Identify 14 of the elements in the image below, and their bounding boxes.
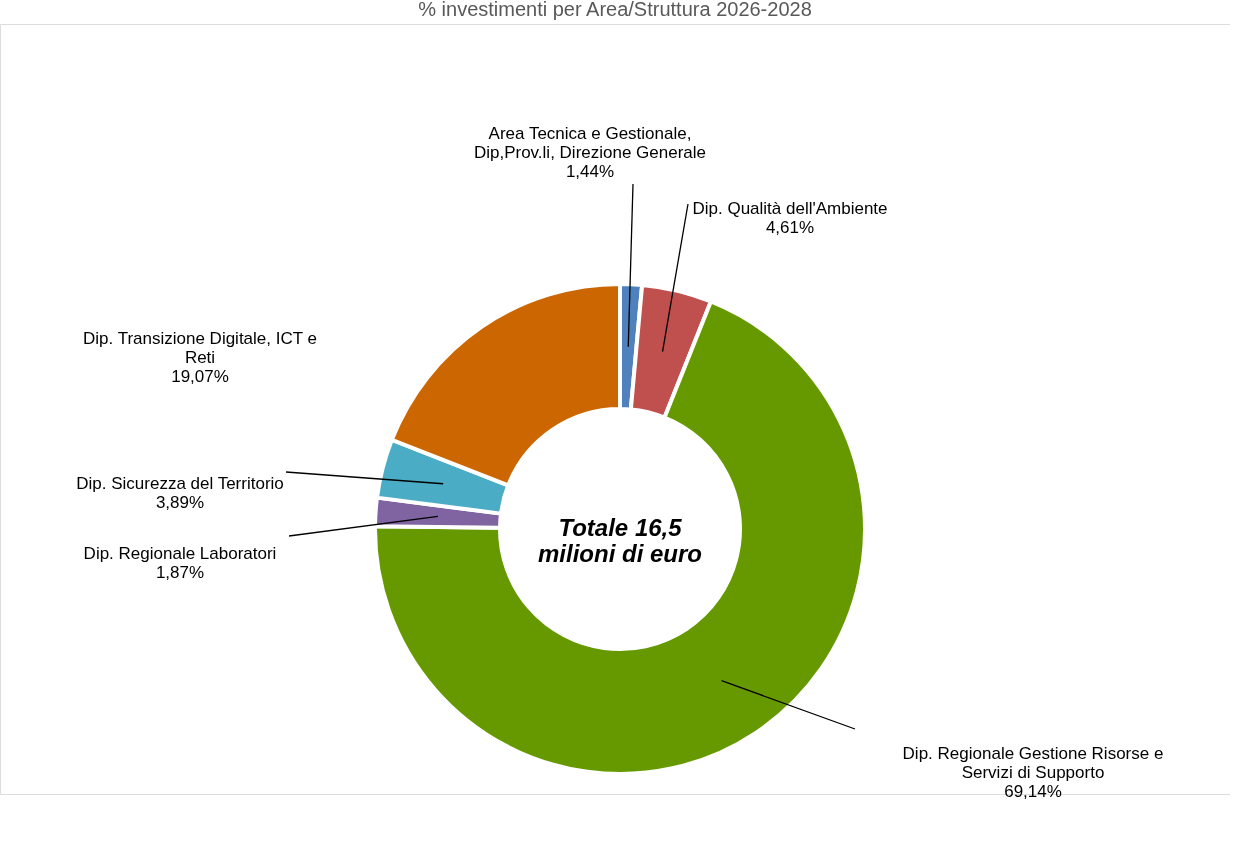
data-label: 69,14% [1004,782,1062,801]
data-label: 19,07% [171,367,229,386]
chart-title: % investimenti per Area/Struttura 2026-2028 [418,0,812,20]
data-label: 1,44% [565,162,615,181]
slice-label: Dip. Regionale Gestione Risorse e Servizi di Supporto [902,744,1164,782]
text: Totale 16,5 milioni di euro [537,514,703,567]
slice-label: Dip. Qualità dell'Ambiente [692,199,888,218]
slice-label: Area Tecnica e Gestionale, Dip,Prov.li, Direzione Generale [473,124,707,162]
data-label: 3,89% [155,493,205,512]
slice-label: Dip. Regionale Laboratori [83,544,277,563]
slice-label: Dip. Sicurezza del Territorio [76,474,284,493]
slice-label: Dip. Transizione Digitale, ICT e Reti [82,329,318,367]
data-label: 1,87% [155,563,205,582]
data-label: 4,61% [765,218,815,237]
